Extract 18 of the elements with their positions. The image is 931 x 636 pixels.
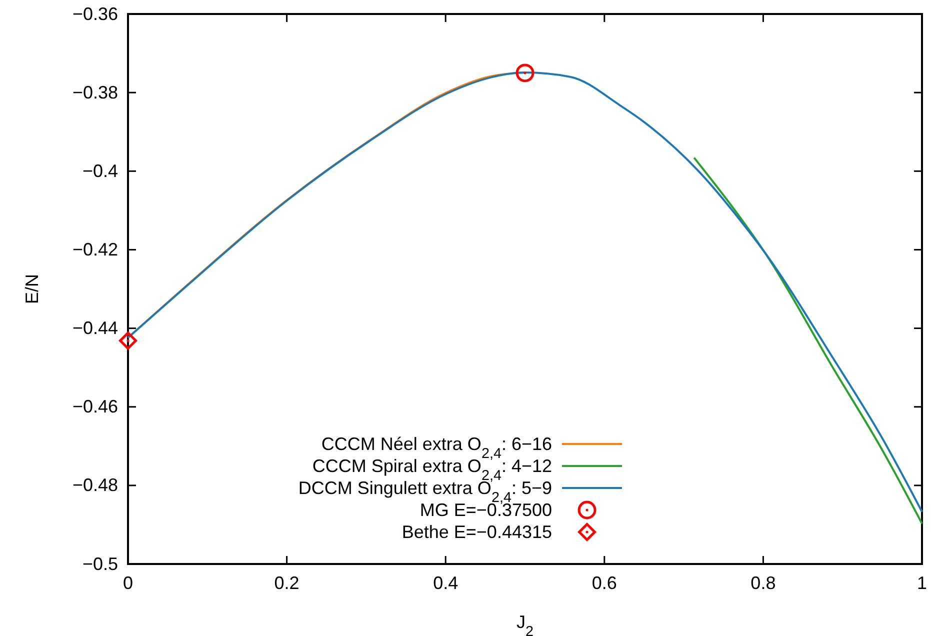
y-tick-label: −0.42 [72, 239, 118, 260]
x-tick-label: 0.2 [274, 572, 300, 593]
x-tick-label: 0.6 [592, 572, 617, 593]
y-tick-label: −0.4 [82, 160, 118, 181]
legend-label: Bethe E=−0.44315 [402, 522, 552, 542]
y-tick-label: −0.5 [82, 554, 118, 574]
y-tick-label: −0.36 [72, 4, 118, 24]
y-tick-label: −0.38 [72, 82, 118, 102]
x-tick-label: 0 [122, 572, 134, 593]
line-series [693, 156, 923, 525]
x-tick-label: 0.4 [433, 572, 458, 593]
y-tick-label: −0.48 [72, 475, 118, 496]
y-tick-label: −0.46 [72, 396, 118, 417]
y-axis-title: E/N [22, 274, 42, 304]
x-axis-title: J$_{2}$ [516, 612, 534, 636]
x-tick-label: 0.8 [750, 572, 776, 593]
x-tick-label: 1 [916, 572, 928, 593]
y-tick-label: −0.44 [72, 318, 118, 338]
